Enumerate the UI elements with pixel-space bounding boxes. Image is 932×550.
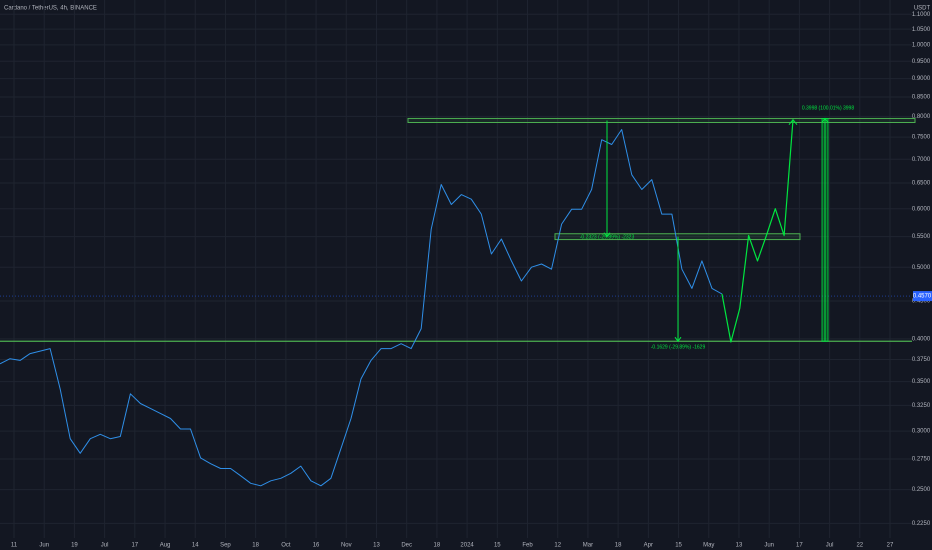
level-zone	[407, 117, 916, 124]
x-tick-label: Oct	[281, 543, 291, 549]
y-tick-label: 1.0500	[912, 27, 931, 33]
x-tick-label: Jun	[39, 543, 49, 549]
x-tick-label: 19	[71, 543, 78, 549]
y-tick-label: 0.2500	[912, 487, 931, 493]
x-tick-label: 15	[675, 543, 682, 549]
x-tick-label: 14	[192, 543, 199, 549]
x-tick-label: 13	[736, 543, 743, 549]
measure-label: -0.2323 (-29.89%) -2323	[580, 234, 635, 240]
x-tick-label: Aug	[160, 543, 171, 549]
y-tick-label: 0.2250	[912, 521, 931, 527]
x-tick-label: Nov	[341, 543, 352, 549]
last-price-label: 0.4570	[913, 294, 932, 300]
x-tick-label: Jun	[764, 543, 774, 549]
x-tick-label: 11	[11, 543, 18, 549]
y-tick-label: 1.1000	[912, 12, 931, 18]
x-tick-label: Dec	[401, 543, 412, 549]
x-tick-label: 15	[494, 543, 501, 549]
x-tick-label: Apr	[644, 543, 653, 549]
measure-arrow	[674, 336, 682, 343]
projection-line	[721, 119, 794, 343]
x-tick-label: Sep	[220, 543, 231, 549]
measure-arrow	[603, 232, 611, 238]
chart-title: Cardano / TetherUS, 4h, BINANCE	[4, 6, 97, 12]
x-tick-label: 17	[796, 543, 803, 549]
y-tick-label: 0.9500	[912, 59, 931, 65]
y-tick-label: 0.7500	[912, 135, 931, 141]
last-price-box	[913, 291, 932, 302]
x-tick-label: 22	[856, 543, 863, 549]
x-tick-label: 18	[615, 543, 622, 549]
measure-arrow	[821, 117, 829, 123]
y-tick-label: 0.8500	[912, 95, 931, 101]
y-tick-label: 0.3750	[912, 357, 931, 363]
y-tick-label: 0.7000	[912, 157, 931, 163]
y-tick-label: 0.4000	[912, 336, 931, 342]
y-tick-label: 0.4500	[912, 299, 931, 305]
y-tick-label: 1.0000	[912, 42, 931, 48]
x-tick-label: 18	[252, 543, 259, 549]
y-tick-label: 0.5000	[912, 265, 931, 271]
projection-arrow	[788, 118, 798, 125]
y-tick-label: 0.8000	[912, 114, 931, 120]
y-tick-label: 0.2750	[912, 457, 931, 463]
x-tick-label: Feb	[522, 543, 533, 549]
x-tick-label: Mar	[583, 543, 593, 549]
y-tick-label: 0.3000	[912, 429, 931, 435]
x-tick-label: 27	[887, 543, 894, 549]
x-tick-label: Jul	[101, 543, 109, 549]
x-tick-label: 12	[554, 543, 561, 549]
y-tick-label: 0.9000	[912, 76, 931, 82]
y-tick-label: 0.5500	[912, 234, 931, 240]
y-tick-label: 0.3500	[912, 379, 931, 385]
y-tick-label: 0.6500	[912, 181, 931, 187]
x-tick-label: 18	[434, 543, 441, 549]
price-line	[0, 129, 723, 487]
y-tick-label: 0.6000	[912, 206, 931, 212]
x-tick-label: Jul	[826, 543, 834, 549]
x-tick-label: May	[703, 543, 714, 549]
y-tick-label: 0.3250	[912, 403, 931, 409]
measure-label: -0.1629 (-29.89%) -1629	[651, 344, 706, 350]
x-tick-label: 16	[313, 543, 320, 549]
x-tick-label: 17	[131, 543, 138, 549]
x-tick-label: 2024	[460, 543, 474, 549]
measure-label: 0.3998 (100.01%) 3998	[802, 105, 854, 111]
currency-label: USDT	[914, 6, 931, 12]
x-tick-label: 13	[373, 543, 380, 549]
